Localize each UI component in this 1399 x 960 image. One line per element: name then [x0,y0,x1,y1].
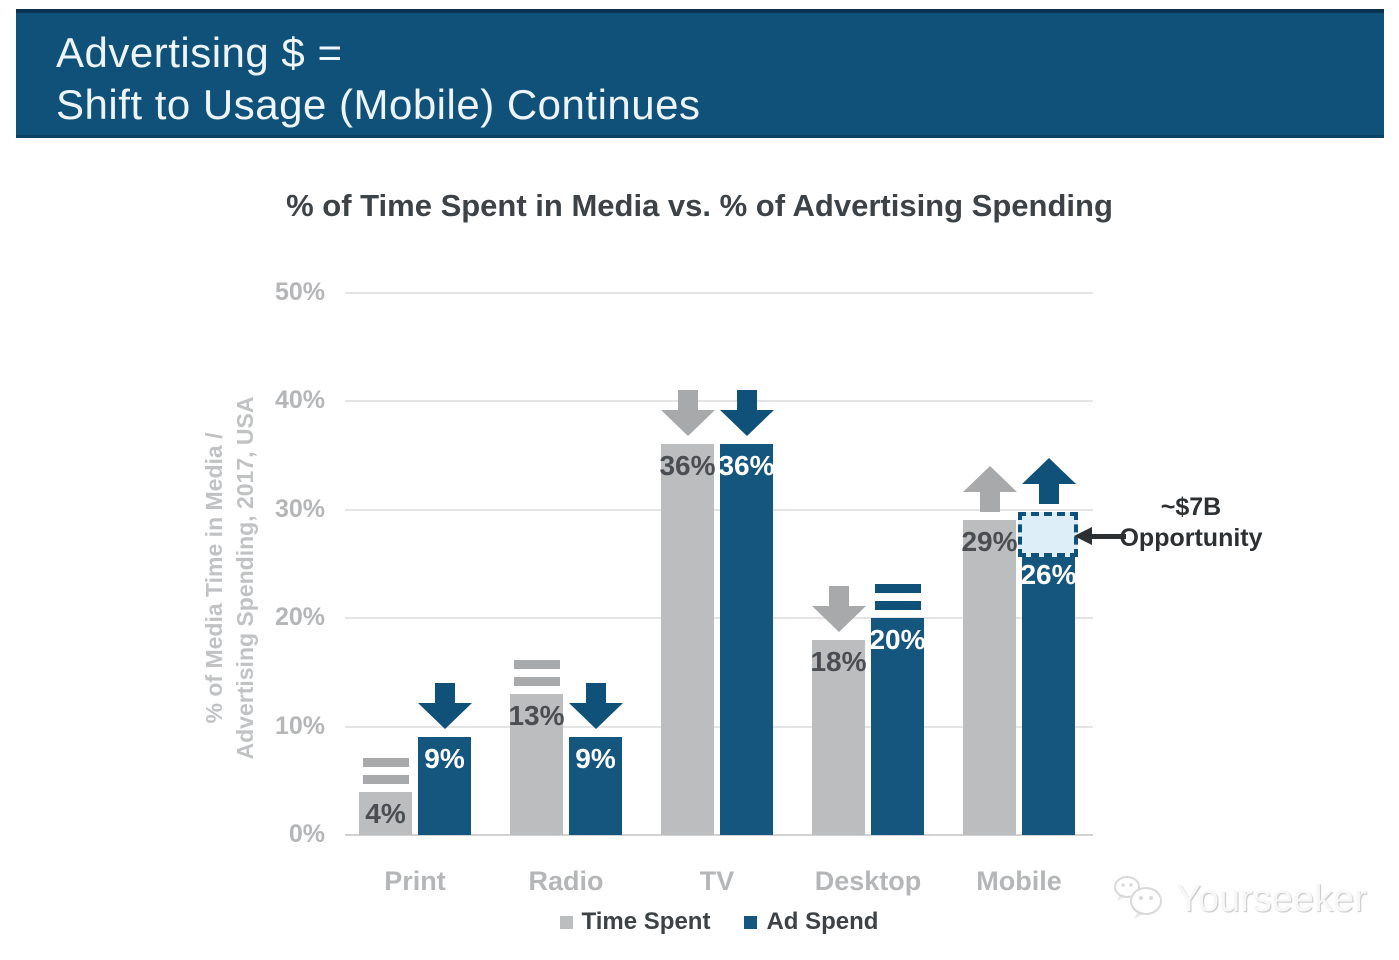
opportunity-gap-box [1018,511,1078,557]
trend-up-icon-time-spent-mobile [962,466,1017,513]
x-label-tv: TV [699,866,735,896]
bar-time-spent-radio [510,693,563,835]
value-label-time-spent-radio: 13% [508,699,565,731]
y-tick-label: 50% [274,277,325,306]
bar-time-spent-mobile [963,520,1016,835]
trend-down-icon-time-spent-tv [660,390,715,437]
annotation-label-line2: Opportunity [1119,524,1263,552]
value-label-time-spent-tv: 36% [659,450,716,482]
bar-ad-spend-mobile [1022,552,1075,835]
annotation-label-line1: ~$7B [1160,493,1222,521]
gridline [345,508,1093,511]
annotation-label: ~$7B Opportunity [1116,492,1266,554]
header-banner: Advertising $ = Shift to Usage (Mobile) … [16,9,1384,138]
bar-ad-spend-print [418,737,471,835]
chart-title: % of Time Spent in Media vs. % of Advert… [286,188,1113,223]
header-title-line1: Advertising $ = [56,29,343,76]
legend-label-time-spent: Time Spent [581,908,711,935]
y-tick-label: 20% [274,603,325,631]
value-label-ad-spend-print: 9% [424,743,465,775]
annotation-arrow-line [1092,534,1126,539]
trend-flat-icon-ad-spend-desktop [874,584,921,610]
gridline [345,617,1093,619]
trend-down-icon-ad-spend-radio [568,683,623,730]
time-spent-swatch-icon [559,915,573,929]
legend-item-ad-spend: Ad Spend [744,908,878,936]
trend-flat-icon-time-spent-print [362,757,409,784]
gridline [345,400,1093,402]
gridline [345,834,1093,836]
trend-up-icon-ad-spend-mobile [1021,457,1076,504]
legend-item-time-spent: Time Spent [559,908,711,936]
y-tick-label: 0% [288,820,325,848]
y-tick-label: 10% [274,711,325,740]
legend: Time Spent Ad Spend [345,908,1093,936]
value-label-ad-spend-mobile: 26% [1020,558,1077,590]
annotation-arrowhead-icon [1074,527,1092,545]
bar-time-spent-desktop [812,639,865,835]
ad-spend-swatch-icon [744,915,758,929]
gridline [345,725,1093,728]
legend-label-ad-spend: Ad Spend [766,908,879,935]
bar-ad-spend-radio [569,737,622,835]
bar-time-spent-tv [661,444,714,835]
y-tick-label: 40% [274,386,325,414]
trend-flat-icon-time-spent-radio [513,659,560,686]
value-label-time-spent-desktop: 18% [810,645,867,677]
bar-ad-spend-tv [720,444,773,835]
value-label-ad-spend-tv: 36% [718,450,775,482]
value-label-ad-spend-desktop: 20% [869,624,926,655]
wechat-logo-icon [1112,874,1168,924]
x-label-desktop: Desktop [814,866,922,896]
header-title-line2: Shift to Usage (Mobile) Continues [56,81,701,128]
watermark-text: Yourseeker [1176,877,1367,920]
value-label-time-spent-print: 4% [365,797,406,829]
value-label-ad-spend-radio: 9% [575,743,616,775]
value-label-time-spent-mobile: 29% [961,526,1018,558]
gridline [345,291,1093,294]
bar-time-spent-print [359,791,412,835]
x-label-radio: Radio [528,866,604,896]
trend-down-icon-ad-spend-print [417,683,472,730]
trend-down-icon-ad-spend-tv [719,390,774,437]
x-label-mobile: Mobile [976,866,1062,896]
x-label-print: Print [384,866,446,896]
watermark: Yourseeker [1112,874,1367,924]
bar-ad-spend-desktop [871,618,924,835]
trend-down-icon-time-spent-desktop [811,585,866,632]
y-tick-label: 30% [274,494,325,523]
